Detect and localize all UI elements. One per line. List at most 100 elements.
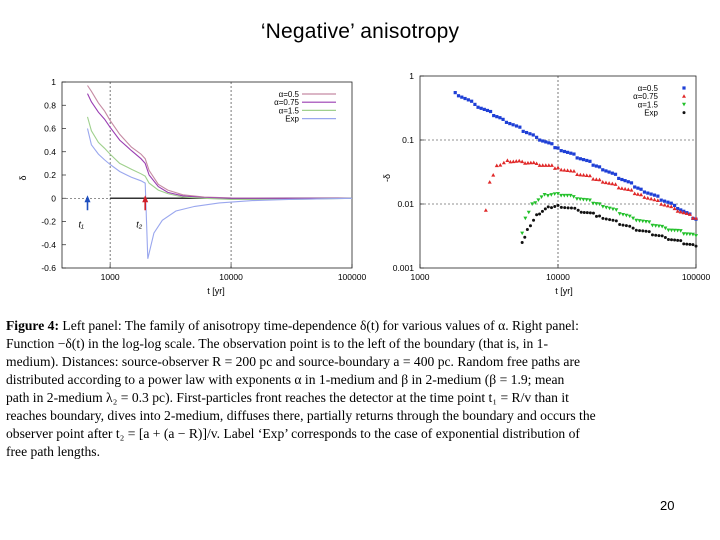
x-tick-label: 100000 bbox=[338, 272, 367, 282]
data-point bbox=[498, 162, 503, 167]
data-point bbox=[679, 239, 683, 243]
data-point bbox=[576, 208, 580, 212]
data-point bbox=[532, 218, 536, 222]
y-axis-label: -δ bbox=[382, 174, 392, 182]
figure-caption: Figure 4: Left panel: The family of anis… bbox=[6, 317, 714, 461]
data-point bbox=[644, 219, 649, 224]
data-point bbox=[673, 203, 677, 208]
data-point bbox=[633, 185, 637, 189]
data-point bbox=[617, 176, 621, 181]
data-point bbox=[545, 194, 550, 198]
data-point bbox=[640, 219, 645, 224]
data-point bbox=[601, 216, 605, 220]
data-point bbox=[694, 216, 698, 220]
data-point bbox=[604, 169, 608, 173]
data-point bbox=[610, 181, 615, 186]
data-point bbox=[591, 211, 595, 215]
data-point bbox=[528, 224, 532, 228]
caption-line: Function −δ(t) in the log-log scale. The… bbox=[6, 336, 548, 351]
data-point bbox=[571, 169, 576, 173]
data-point bbox=[644, 229, 648, 233]
data-point bbox=[619, 186, 624, 190]
data-point bbox=[642, 195, 647, 199]
data-point bbox=[678, 209, 683, 214]
data-point bbox=[607, 206, 612, 211]
left-chart: -0.6 -0.4 -0.2 0 0.2 0.4 0.6 0.8 1 1000 10000 10000… bbox=[18, 77, 367, 296]
data-point bbox=[518, 125, 522, 129]
data-point bbox=[543, 207, 547, 211]
data-point bbox=[534, 161, 539, 166]
data-point bbox=[600, 205, 605, 209]
legend-label: α=1.5 bbox=[279, 106, 300, 115]
data-point bbox=[495, 115, 499, 119]
data-point bbox=[588, 211, 592, 215]
data-point bbox=[568, 193, 573, 198]
data-point bbox=[649, 196, 654, 201]
data-point bbox=[652, 197, 657, 202]
data-point bbox=[635, 192, 640, 196]
data-point bbox=[669, 228, 674, 233]
data-point bbox=[556, 192, 560, 196]
data-point bbox=[673, 238, 677, 242]
data-point bbox=[559, 149, 563, 153]
data-point bbox=[666, 238, 670, 242]
data-point bbox=[660, 224, 665, 229]
series-line bbox=[86, 116, 353, 200]
data-point bbox=[501, 117, 505, 121]
data-point bbox=[597, 165, 602, 169]
data-point bbox=[672, 206, 677, 211]
data-point bbox=[485, 108, 490, 113]
data-point bbox=[524, 130, 529, 135]
data-point bbox=[638, 229, 642, 233]
data-point bbox=[672, 228, 677, 233]
data-point bbox=[473, 102, 477, 106]
data-point bbox=[562, 168, 567, 172]
legend-swatch bbox=[682, 102, 686, 107]
data-point bbox=[572, 152, 576, 156]
data-point bbox=[618, 222, 622, 226]
data-point bbox=[514, 124, 519, 128]
data-point bbox=[508, 159, 513, 164]
data-point bbox=[550, 142, 554, 146]
data-point bbox=[536, 198, 541, 202]
data-point bbox=[559, 193, 564, 198]
data-point bbox=[584, 198, 589, 202]
data-point bbox=[654, 233, 658, 237]
data-point bbox=[587, 173, 592, 178]
data-point bbox=[578, 157, 582, 161]
data-point bbox=[624, 213, 629, 218]
data-point bbox=[528, 132, 532, 136]
data-point bbox=[614, 208, 619, 212]
data-point bbox=[607, 181, 612, 185]
legend-swatch bbox=[682, 111, 686, 115]
data-point bbox=[569, 206, 573, 210]
y-tick-label: 0 bbox=[51, 193, 56, 203]
data-point bbox=[650, 233, 654, 237]
data-point bbox=[656, 224, 661, 229]
marker-label: t₁ bbox=[79, 219, 85, 229]
data-point bbox=[591, 177, 596, 181]
data-point bbox=[523, 235, 527, 239]
data-point bbox=[552, 166, 557, 170]
legend-label: α=0.5 bbox=[638, 84, 659, 93]
data-point bbox=[559, 205, 563, 209]
data-point bbox=[591, 201, 596, 206]
data-point bbox=[675, 228, 680, 233]
data-point bbox=[627, 214, 632, 219]
y-tick-label: -0.4 bbox=[41, 240, 56, 250]
x-tick-label: 10000 bbox=[219, 272, 243, 282]
data-point bbox=[482, 107, 486, 111]
series-line bbox=[86, 128, 353, 259]
data-point bbox=[547, 141, 551, 145]
data-point bbox=[653, 224, 658, 228]
data-point bbox=[647, 230, 651, 234]
data-point bbox=[681, 210, 686, 215]
y-tick-label: 0.6 bbox=[44, 124, 56, 134]
marker-label: t₂ bbox=[136, 219, 143, 229]
data-point bbox=[550, 206, 554, 210]
y-tick-label: 1 bbox=[51, 77, 56, 87]
data-point bbox=[543, 163, 548, 167]
data-point bbox=[617, 212, 622, 216]
data-point bbox=[662, 199, 667, 203]
data-point bbox=[504, 120, 509, 124]
